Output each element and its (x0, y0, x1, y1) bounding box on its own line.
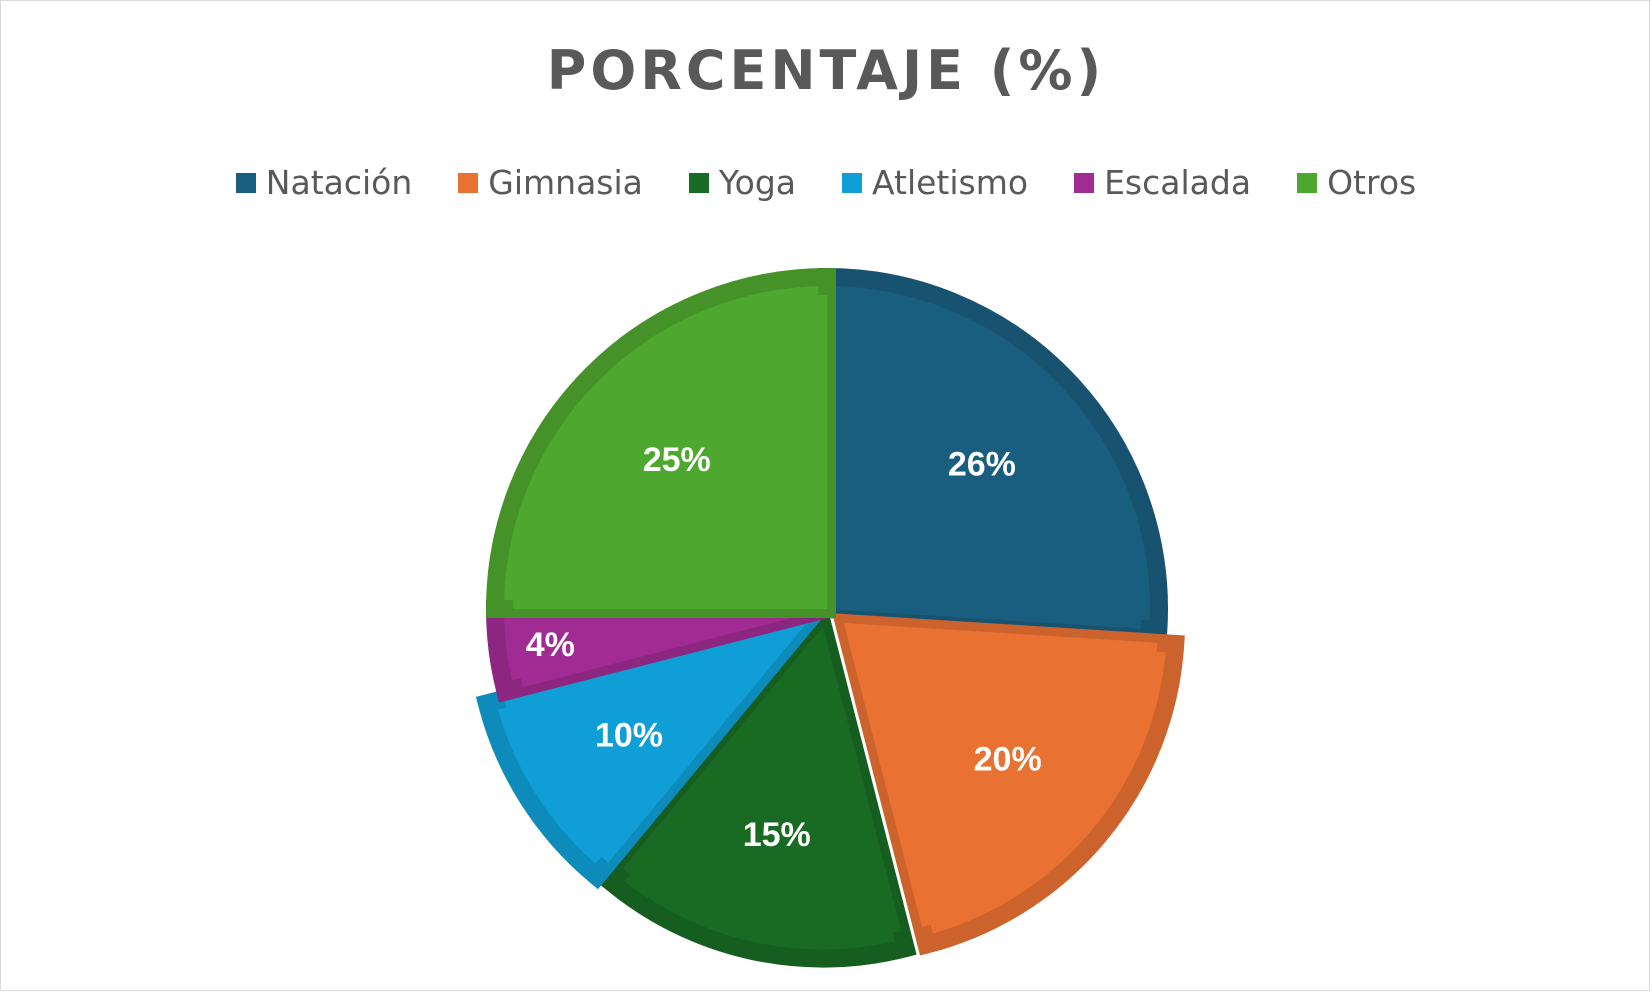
data-label: 20% (974, 740, 1042, 778)
legend-label: Atletismo (872, 163, 1029, 202)
data-label: 26% (948, 446, 1016, 484)
data-label: 15% (743, 816, 811, 854)
legend-label: Natación (265, 163, 413, 202)
legend-item: Atletismo (842, 163, 1028, 202)
legend: Natación Gimnasia Yoga Atletismo Escalada Otr… (1, 163, 1651, 202)
legend-label: Escalada (1104, 163, 1252, 202)
pie-slice-fill (827, 295, 1141, 629)
data-label: 10% (595, 717, 663, 755)
legend-swatch (688, 172, 709, 193)
pie-slice-fill (843, 623, 1158, 928)
legend-swatch (842, 172, 863, 193)
pie-slice-fill (622, 626, 902, 941)
legend-item: Otros (1297, 163, 1416, 202)
legend-swatch (458, 172, 479, 193)
legend-item: Escalada (1074, 163, 1251, 202)
legend-item: Gimnasia (458, 163, 643, 202)
data-label: 25% (643, 441, 711, 479)
legend-swatch (235, 172, 256, 193)
legend-label: Gimnasia (488, 163, 643, 202)
legend-item: Yoga (688, 163, 797, 202)
pie-slice-fill (513, 295, 827, 609)
legend-label: Yoga (718, 163, 797, 202)
legend-swatch (1074, 172, 1095, 193)
pie-slice-fill (513, 609, 827, 688)
legend-swatch (1297, 172, 1318, 193)
data-label: 4% (526, 626, 575, 664)
chart-title: PORCENTAJE (%) (546, 39, 1106, 102)
legend-label: Otros (1327, 163, 1417, 202)
legend-item: Natación (235, 163, 413, 202)
